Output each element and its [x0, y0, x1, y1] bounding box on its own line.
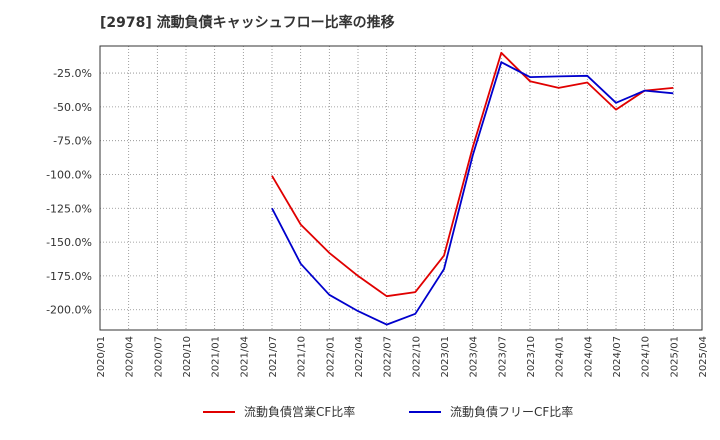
chart-title: [2978] 流動負債キャッシュフロー比率の推移: [100, 15, 395, 31]
series-line-1: [271, 51, 674, 298]
x-tick-label: 2021/04: [239, 336, 250, 378]
x-tick-label: 2023/07: [497, 336, 508, 378]
plot-border: [99, 45, 703, 331]
x-tick-label: 2024/04: [583, 336, 594, 378]
x-tick-label: 2021/10: [297, 336, 308, 378]
x-tick-label: 2022/04: [354, 336, 365, 378]
y-tick-label: -100.0%: [46, 168, 92, 181]
x-tick-label: 2025/01: [669, 336, 680, 378]
x-tick-label: 2020/04: [125, 336, 136, 378]
x-tick-label: 2022/01: [325, 336, 336, 378]
x-tick-label: 2022/10: [411, 336, 422, 378]
x-tick-label: 2023/10: [526, 336, 537, 378]
plot-area: [100, 46, 702, 330]
y-tick-label: -175.0%: [46, 270, 92, 283]
y-tick-label: -200.0%: [46, 304, 92, 317]
x-tick-label: 2025/04: [698, 336, 709, 378]
y-tick-label: -125.0%: [46, 202, 92, 215]
y-tick-label: -25.0%: [53, 67, 92, 80]
x-tick-label: 2021/07: [268, 336, 279, 378]
y-tick-label: -50.0%: [53, 101, 92, 114]
x-tick-label: 2020/10: [182, 336, 193, 378]
x-tick-label: 2024/07: [612, 336, 623, 378]
legend-label-2: 流動負債フリーCF比率: [450, 404, 573, 419]
x-tick-label: 2020/07: [153, 336, 164, 378]
x-tick-label: 2024/01: [555, 336, 566, 378]
x-tick-label: 2024/10: [641, 336, 652, 378]
x-tick-label: 2023/01: [440, 336, 451, 378]
y-tick-label: -75.0%: [53, 135, 92, 148]
x-tick-label: 2023/04: [469, 336, 480, 378]
x-tick-label: 2022/07: [383, 336, 394, 378]
x-tick-label: 2020/01: [96, 336, 107, 378]
series-line-2: [271, 61, 674, 326]
legend-label-1: 流動負債営業CF比率: [244, 404, 355, 419]
x-tick-label: 2021/01: [211, 336, 222, 378]
y-tick-label: -150.0%: [46, 236, 92, 249]
